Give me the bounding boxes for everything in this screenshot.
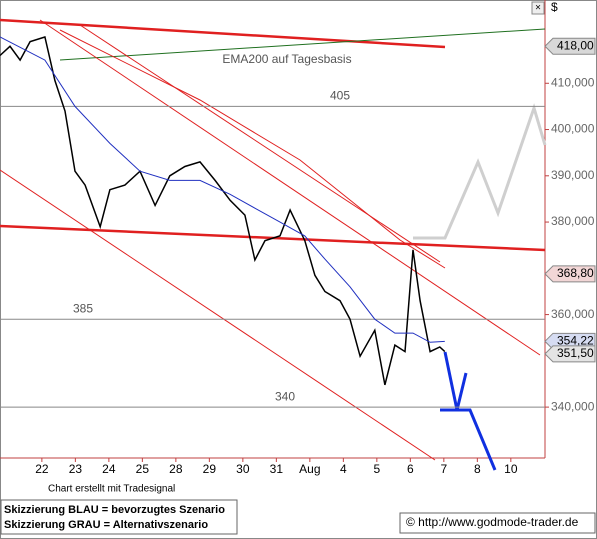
x-tick-label: 8	[474, 462, 481, 476]
x-tick-label: 4	[340, 462, 347, 476]
y-tick-label: 340,000	[551, 399, 595, 413]
x-tick-label: 6	[407, 462, 414, 476]
y-tick-label: 410,000	[551, 75, 595, 89]
ema200-line	[59, 28, 546, 61]
price-tag-label: 368,80	[557, 266, 594, 280]
currency: $	[551, 0, 558, 14]
legend-box	[0, 499, 238, 535]
y-tick-label: 360,000	[551, 307, 595, 321]
close-button[interactable]	[531, 1, 545, 15]
y-tick-label: 380,000	[551, 214, 595, 228]
alt-scenario	[413, 103, 547, 240]
price-tag	[544, 345, 596, 363]
x-tick-label: 7	[440, 462, 447, 476]
level-label: 385	[73, 301, 93, 315]
series-line	[0, 36, 446, 386]
x-tick-label: 31	[270, 462, 284, 476]
x-tick-label: 24	[102, 462, 116, 476]
credit: Chart erstellt mit Tradesignal	[48, 484, 175, 495]
x-tick-label: 28	[169, 462, 183, 476]
price-tag-label: 354,22	[557, 333, 594, 347]
series-line	[0, 36, 445, 343]
main-scenario	[440, 408, 497, 471]
annotation: EMA200 auf Tagesbasis	[222, 52, 351, 66]
close-icon: ×	[535, 3, 541, 14]
x-tick-label: 25	[136, 462, 150, 476]
level-label: 405	[330, 89, 350, 103]
trend-line	[0, 18, 446, 49]
legend-note: Skizzierung BLAU = bevorzugtes Szenario	[4, 504, 225, 516]
source-box	[399, 512, 596, 534]
price-tag-label: 418,00	[557, 38, 594, 52]
x-tick-label: 30	[236, 462, 250, 476]
x-tick-label: 10	[504, 462, 518, 476]
x-tick-label: 29	[203, 462, 217, 476]
y-tick-label: 400,000	[551, 122, 595, 136]
level-label: 340	[275, 389, 295, 403]
y-tick-label: 390,000	[551, 168, 595, 182]
x-tick-label: 23	[69, 462, 83, 476]
price-tag	[544, 265, 596, 283]
channel-line	[79, 24, 441, 263]
channel-line	[0, 169, 436, 461]
source: © http://www.godmode-trader.de	[406, 515, 579, 529]
channel-line	[59, 29, 446, 269]
channel-line	[39, 19, 541, 356]
legend-note: Skizzierung GRAU = Alternativszenario	[4, 519, 208, 531]
x-tick-label: Aug	[299, 462, 320, 476]
x-tick-label: 5	[374, 462, 381, 476]
price-tag	[544, 37, 596, 55]
x-tick-label: 22	[35, 462, 49, 476]
price-tag-label: 351,50	[557, 346, 594, 360]
